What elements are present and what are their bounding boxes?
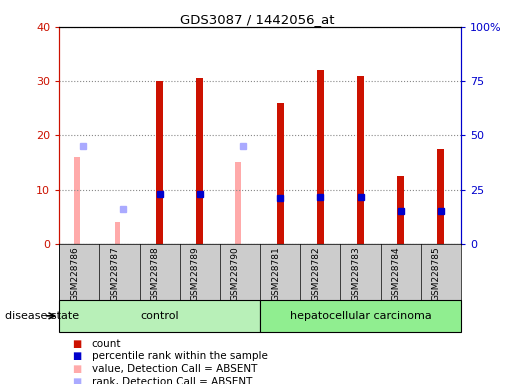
Text: ■: ■ <box>72 377 81 384</box>
Bar <box>357 76 364 244</box>
Text: hepatocellular carcinoma: hepatocellular carcinoma <box>289 311 432 321</box>
Text: value, Detection Call = ABSENT: value, Detection Call = ABSENT <box>92 364 257 374</box>
Bar <box>75 157 80 244</box>
Text: disease state: disease state <box>5 311 79 321</box>
Text: GSM228786: GSM228786 <box>71 247 79 301</box>
Bar <box>277 103 284 244</box>
Bar <box>235 162 241 244</box>
Text: GSM228789: GSM228789 <box>191 247 200 301</box>
Text: GDS3087 / 1442056_at: GDS3087 / 1442056_at <box>180 13 335 26</box>
Text: control: control <box>140 311 179 321</box>
Bar <box>317 70 324 244</box>
Text: GSM228790: GSM228790 <box>231 247 240 301</box>
Text: GSM228782: GSM228782 <box>312 247 320 301</box>
Text: ■: ■ <box>72 364 81 374</box>
Text: ■: ■ <box>72 351 81 361</box>
Bar <box>196 78 203 244</box>
Text: count: count <box>92 339 121 349</box>
Bar <box>115 222 121 244</box>
Text: GSM228784: GSM228784 <box>392 247 401 301</box>
Text: GSM228783: GSM228783 <box>352 247 360 301</box>
Bar <box>260 300 461 332</box>
Text: ■: ■ <box>72 339 81 349</box>
Bar <box>437 149 444 244</box>
Text: GSM228785: GSM228785 <box>432 247 441 301</box>
Bar <box>156 81 163 244</box>
Text: GSM228781: GSM228781 <box>271 247 280 301</box>
Text: rank, Detection Call = ABSENT: rank, Detection Call = ABSENT <box>92 377 252 384</box>
Bar <box>397 176 404 244</box>
Text: GSM228787: GSM228787 <box>111 247 119 301</box>
Text: GSM228788: GSM228788 <box>151 247 160 301</box>
Bar <box>59 300 260 332</box>
Text: percentile rank within the sample: percentile rank within the sample <box>92 351 268 361</box>
